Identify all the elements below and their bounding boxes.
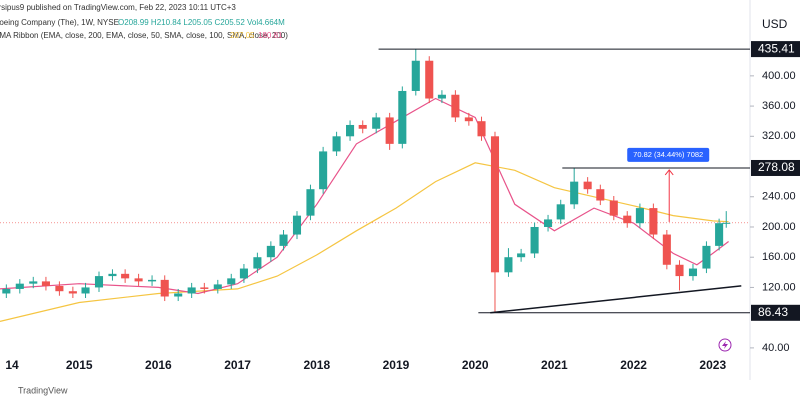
candle-body xyxy=(346,124,355,137)
price-label: 278.08 xyxy=(758,160,795,174)
candle-body xyxy=(358,124,367,129)
ema-line xyxy=(0,97,729,295)
measure-arrow-head xyxy=(664,169,674,176)
candle-body xyxy=(398,90,407,144)
y-tick-label: 360.00 xyxy=(762,100,796,112)
indicator-value: 180.81 xyxy=(258,31,283,40)
candle-body xyxy=(425,60,434,99)
price-label-box xyxy=(751,41,800,58)
candle-body xyxy=(187,287,196,294)
x-tick-label: 2020 xyxy=(462,358,489,372)
x-tick-label: 2023 xyxy=(699,358,726,372)
measure-label: 70.82 (34.44%) 7082 xyxy=(633,150,703,159)
x-tick-label: 2016 xyxy=(145,358,172,372)
candle-body xyxy=(649,208,658,235)
candle-body xyxy=(41,281,50,286)
candle-body xyxy=(266,245,275,258)
price-label: 86.43 xyxy=(758,305,788,319)
candle-body xyxy=(2,288,11,294)
candle-body xyxy=(29,281,38,284)
y-tick-label: 120.00 xyxy=(762,281,796,293)
symbol-title: Boeing Company (The), 1W, NYSE xyxy=(0,18,119,27)
candle-body xyxy=(504,257,513,273)
y-tick-label: 320.00 xyxy=(762,130,796,142)
candle-body xyxy=(174,293,183,297)
candle-body xyxy=(583,181,592,190)
candle-body xyxy=(635,208,644,224)
candle-body xyxy=(213,284,222,289)
candle-body xyxy=(556,204,565,220)
x-tick-label: 2021 xyxy=(541,358,568,372)
candle-body xyxy=(544,219,553,227)
candle-body xyxy=(253,257,262,269)
candle-body xyxy=(722,222,731,224)
candle-body xyxy=(55,285,64,292)
candle-body xyxy=(200,287,209,289)
candle-body xyxy=(94,276,104,288)
candle-body xyxy=(451,94,460,118)
y-tick-label: 40.00 xyxy=(762,342,790,354)
candle-body xyxy=(411,60,420,91)
candle-body xyxy=(332,136,341,152)
candle-body xyxy=(623,215,632,224)
candle-body xyxy=(68,291,77,294)
candle-body xyxy=(437,94,446,99)
x-tick-label: 2022 xyxy=(620,358,647,372)
candle-body xyxy=(306,189,315,216)
candle-body xyxy=(15,283,24,289)
x-tick-label: 2015 xyxy=(66,358,93,372)
trend-line xyxy=(490,285,742,314)
x-tick-label: 2019 xyxy=(383,358,410,372)
candle-body xyxy=(319,151,328,190)
candle-body xyxy=(292,215,302,235)
x-tick-label: 2018 xyxy=(303,358,330,372)
indicator: EMA Ribbon (EMA, close, 200, EMA, close,… xyxy=(0,31,288,40)
candle-body xyxy=(279,234,288,246)
price-label-box xyxy=(751,159,800,176)
candle-body xyxy=(227,278,236,285)
candle-body xyxy=(517,253,526,258)
y-tick-label: 240.00 xyxy=(762,191,796,203)
candle-body xyxy=(385,117,394,144)
candle-body xyxy=(596,189,605,201)
attribution: ersipus9 published on TradingView.com, F… xyxy=(0,3,236,12)
x-tick-label: 2017 xyxy=(224,358,251,372)
alert-bolt xyxy=(722,341,728,349)
candle-body xyxy=(160,279,169,297)
candle-body xyxy=(662,234,671,265)
candle-body xyxy=(108,273,117,277)
candle-body xyxy=(530,226,539,254)
candle-body xyxy=(675,264,684,277)
candle-body xyxy=(372,117,381,129)
measure-box xyxy=(627,147,710,162)
price-label-box xyxy=(751,304,800,321)
candle-body xyxy=(702,245,711,269)
price-label: 435.41 xyxy=(758,41,795,55)
x-tick-label: 14 xyxy=(5,358,19,372)
candle-body xyxy=(609,200,618,216)
candle-body xyxy=(715,223,724,246)
candle-body xyxy=(490,136,500,273)
candle-body xyxy=(81,287,90,294)
watermark: TradingView xyxy=(18,385,68,395)
candle-body xyxy=(464,117,473,122)
y-tick-label: 160.00 xyxy=(762,251,796,263)
candle-body xyxy=(570,181,579,205)
ohlc: O208.99 H210.84 L205.05 C205.52 Vol4.664… xyxy=(118,18,285,27)
candle-body xyxy=(477,121,486,137)
y-tick-label: 400.00 xyxy=(762,70,796,82)
candle-body xyxy=(148,279,157,282)
candle-body xyxy=(688,268,698,277)
candle-body xyxy=(239,268,248,279)
alert-icon[interactable] xyxy=(718,338,732,352)
candle-body xyxy=(134,278,143,282)
indicator-value: 207.05 xyxy=(230,31,255,40)
y-tick-label: 200.00 xyxy=(762,221,796,233)
currency: USD xyxy=(762,17,788,31)
candle-body xyxy=(121,273,130,279)
